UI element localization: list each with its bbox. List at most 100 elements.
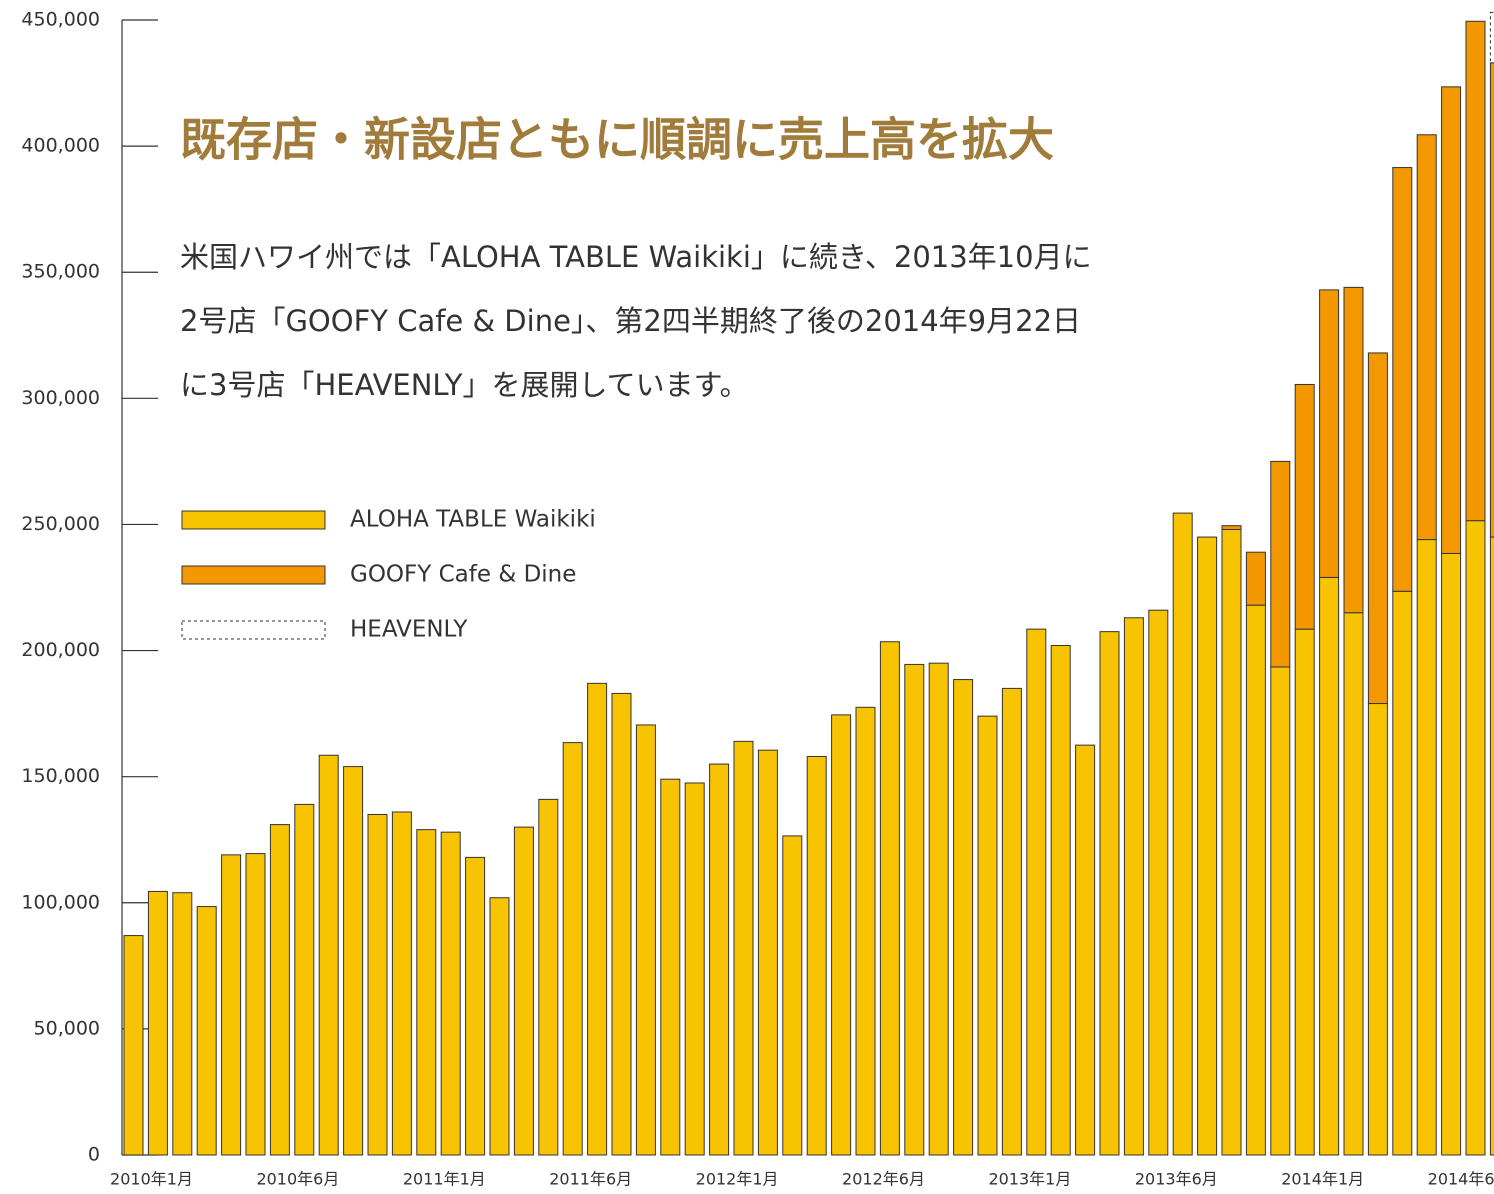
bar — [1319, 576, 1340, 1156]
legend-label: HEAVENLY — [350, 617, 468, 643]
bar — [879, 641, 900, 1156]
y-tick-label: 250,000 — [21, 513, 100, 535]
bar — [733, 740, 754, 1156]
y-tick-label: 300,000 — [21, 387, 100, 409]
bar — [1270, 666, 1291, 1156]
bar — [782, 835, 803, 1156]
chart-title: 既存店・新設店ともに順調に売上高を拡大 — [180, 113, 1054, 167]
bar — [1343, 612, 1364, 1156]
bar — [1294, 628, 1315, 1156]
bar — [367, 814, 388, 1156]
bar — [440, 831, 461, 1156]
bar — [660, 778, 681, 1156]
bar — [1001, 687, 1022, 1156]
bar — [245, 853, 266, 1156]
bar — [343, 766, 364, 1156]
bar — [831, 714, 852, 1156]
bar — [269, 824, 290, 1156]
x-tick-label: 2010年1月 — [110, 1170, 193, 1189]
bar — [1465, 20, 1486, 522]
body-text: 2号店「GOOFY Cafe & Dine」、第2四半期終了後の2014年9月2… — [180, 304, 1081, 338]
bar — [1050, 645, 1071, 1156]
x-tick-label: 2013年6月 — [1135, 1170, 1218, 1189]
bar — [172, 892, 193, 1156]
y-tick-label: 350,000 — [21, 261, 100, 283]
x-tick-label: 2012年1月 — [696, 1170, 779, 1189]
bar — [977, 715, 998, 1156]
x-tick-label: 2014年6月 — [1428, 1170, 1494, 1189]
bar — [1392, 167, 1413, 592]
bar — [1123, 617, 1144, 1156]
bar — [1245, 551, 1266, 606]
bar — [1489, 536, 1494, 1156]
y-tick-label: 150,000 — [21, 765, 100, 787]
body-text: に3号店「HEAVENLY」を展開しています。 — [180, 368, 749, 402]
bar — [391, 811, 412, 1156]
bar — [709, 763, 730, 1156]
x-tick-label: 2011年1月 — [403, 1170, 486, 1189]
bar — [1148, 609, 1169, 1156]
bar — [928, 662, 949, 1156]
x-tick-label: 2011年6月 — [549, 1170, 632, 1189]
bar — [1343, 286, 1364, 614]
x-tick-label: 2013年1月 — [988, 1170, 1071, 1189]
bar — [1416, 539, 1437, 1156]
bar — [855, 706, 876, 1156]
bar — [1416, 134, 1437, 541]
bar — [1392, 590, 1413, 1156]
bar — [416, 829, 437, 1156]
bar — [806, 755, 827, 1156]
bar — [1075, 744, 1096, 1156]
x-tick-label: 2010年6月 — [256, 1170, 339, 1189]
bar — [1221, 525, 1242, 530]
x-tick-label: 2012年6月 — [842, 1170, 925, 1189]
bar — [1441, 552, 1462, 1156]
bar — [587, 682, 608, 1156]
bar — [1099, 631, 1120, 1156]
bar — [465, 856, 486, 1156]
bar — [513, 826, 534, 1156]
bar — [1367, 703, 1388, 1156]
bar — [757, 749, 778, 1156]
legend-swatch — [181, 620, 326, 640]
bar — [1270, 460, 1291, 668]
bar — [611, 692, 632, 1156]
bar — [123, 935, 144, 1156]
y-tick-label: 450,000 — [21, 9, 100, 31]
y-tick-label: 0 — [88, 1144, 100, 1166]
bar — [1441, 86, 1462, 554]
legend-swatch — [181, 510, 326, 530]
bar — [196, 906, 217, 1156]
bar — [1245, 604, 1266, 1156]
y-tick-label: 100,000 — [21, 891, 100, 913]
bar — [147, 890, 168, 1156]
bar — [1172, 512, 1193, 1156]
legend-swatch — [181, 565, 326, 585]
bar — [1026, 628, 1047, 1156]
bar — [684, 782, 705, 1156]
x-tick-label: 2014年1月 — [1281, 1170, 1364, 1189]
y-tick-label: 50,000 — [34, 1017, 100, 1039]
bar — [1294, 383, 1315, 630]
bar — [538, 798, 559, 1156]
bar — [489, 897, 510, 1156]
bar — [904, 663, 925, 1156]
bar — [562, 742, 583, 1156]
bar — [294, 803, 315, 1156]
bar — [1489, 11, 1494, 64]
legend-label: GOOFY Cafe & Dine — [350, 562, 576, 588]
body-text: 米国ハワイ州では「ALOHA TABLE Waikiki」に続き、2013年10… — [180, 240, 1092, 274]
bar — [953, 679, 974, 1156]
bar — [1197, 536, 1218, 1156]
bar — [1221, 528, 1242, 1156]
bar — [1465, 520, 1486, 1156]
bar — [221, 854, 242, 1156]
y-tick-label: 200,000 — [21, 639, 100, 661]
bar — [1367, 352, 1388, 705]
bar — [635, 724, 656, 1156]
y-tick-label: 400,000 — [21, 135, 100, 157]
legend-label: ALOHA TABLE Waikiki — [350, 507, 596, 533]
bar — [1489, 62, 1494, 538]
bar — [318, 754, 339, 1156]
